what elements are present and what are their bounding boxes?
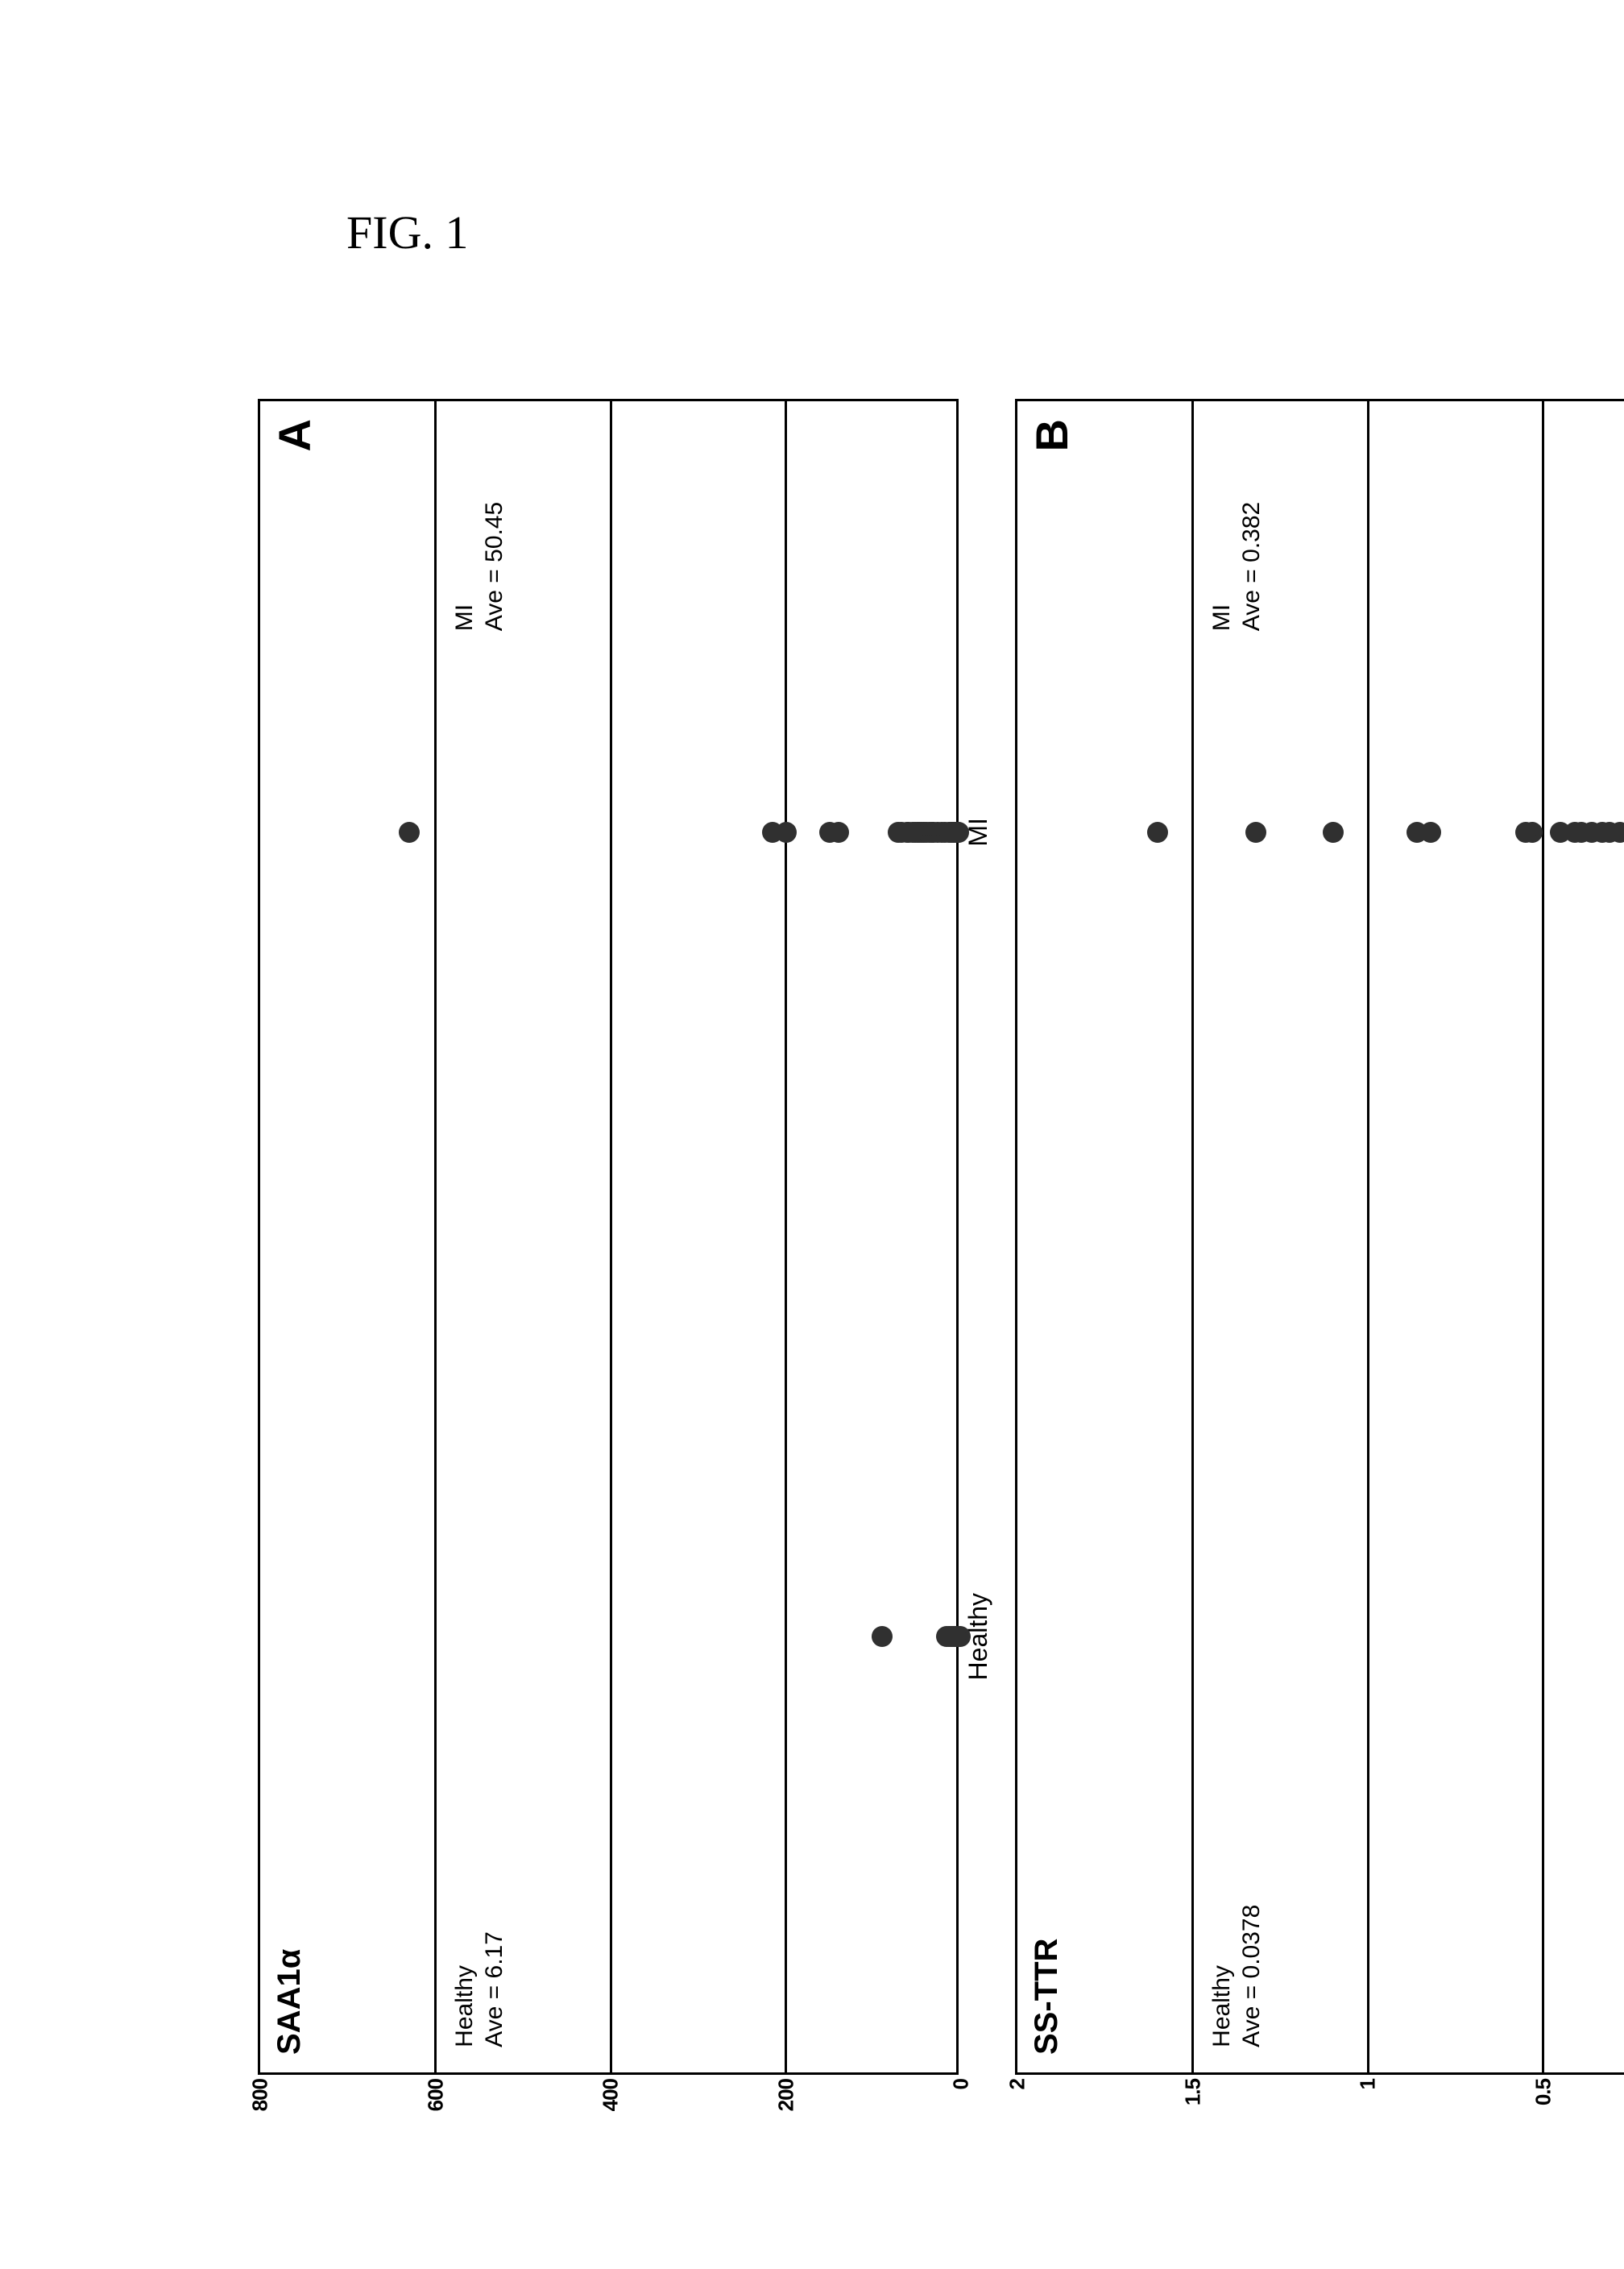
annotation-line: Ave = 50.45: [479, 502, 510, 631]
panel-letter: B: [1025, 419, 1078, 451]
data-point: [1550, 822, 1571, 843]
data-point: [399, 822, 420, 843]
ytick-label: 400: [599, 2079, 624, 2111]
gridline: [1367, 401, 1369, 2072]
panel-letter: A: [268, 419, 321, 451]
data-point: [1245, 822, 1266, 843]
data-point: [888, 822, 909, 843]
ytick-label: 0: [949, 2079, 974, 2089]
annotation-line: Healthy: [450, 1931, 480, 2047]
data-point: [872, 1626, 893, 1647]
gridline: [1191, 401, 1194, 2072]
annotation-line: Healthy: [1207, 1905, 1237, 2047]
annotation: HealthyAve = 0.0378: [1207, 1905, 1267, 2047]
chart-panel-A: 0200400600800HealthyMISAA1αAHealthyAve =…: [258, 399, 959, 2075]
gridline: [610, 401, 612, 2072]
data-point: [1147, 822, 1168, 843]
ytick-label: 600: [423, 2079, 448, 2111]
annotation: MIAve = 50.45: [450, 502, 510, 631]
gridline: [434, 401, 437, 2072]
gridline: [1542, 401, 1544, 2072]
annotation: MIAve = 0.382: [1207, 502, 1267, 631]
ytick-label: 0.5: [1531, 2079, 1556, 2105]
panel-title: SS-TTR: [1029, 1939, 1065, 2055]
annotation-line: MI: [450, 502, 480, 631]
data-point: [1323, 822, 1344, 843]
panel-title: SAA1α: [271, 1949, 308, 2055]
annotation-line: MI: [1207, 502, 1237, 631]
panels-container: 0200400600800HealthyMISAA1αAHealthyAve =…: [258, 399, 1624, 2075]
ytick-label: 800: [248, 2079, 273, 2111]
data-point: [1515, 822, 1536, 843]
data-point: [762, 822, 783, 843]
gridline: [785, 401, 787, 2072]
annotation-line: Ave = 0.382: [1237, 502, 1267, 631]
chart-panel-B: 00.511.52HealthyMISS-TTRBHealthyAve = 0.…: [1015, 399, 1624, 2075]
annotation-line: Ave = 0.0378: [1237, 1905, 1267, 2047]
page-root: FIG. 1 0 200 400 600 800 Healthy MI SAA1α A Healt…: [0, 0, 1624, 2269]
ytick-label: 1.5: [1180, 2079, 1205, 2105]
data-point: [1406, 822, 1427, 843]
ytick-label: 2: [1005, 2079, 1030, 2089]
annotation: HealthyAve = 6.17: [450, 1931, 510, 2047]
ytick-label: 1: [1356, 2079, 1381, 2089]
annotation-line: Ave = 6.17: [479, 1931, 510, 2047]
data-point: [936, 1626, 957, 1647]
figure-label: FIG. 1: [346, 205, 468, 259]
data-point: [819, 822, 840, 843]
ytick-label: 200: [773, 2079, 798, 2111]
